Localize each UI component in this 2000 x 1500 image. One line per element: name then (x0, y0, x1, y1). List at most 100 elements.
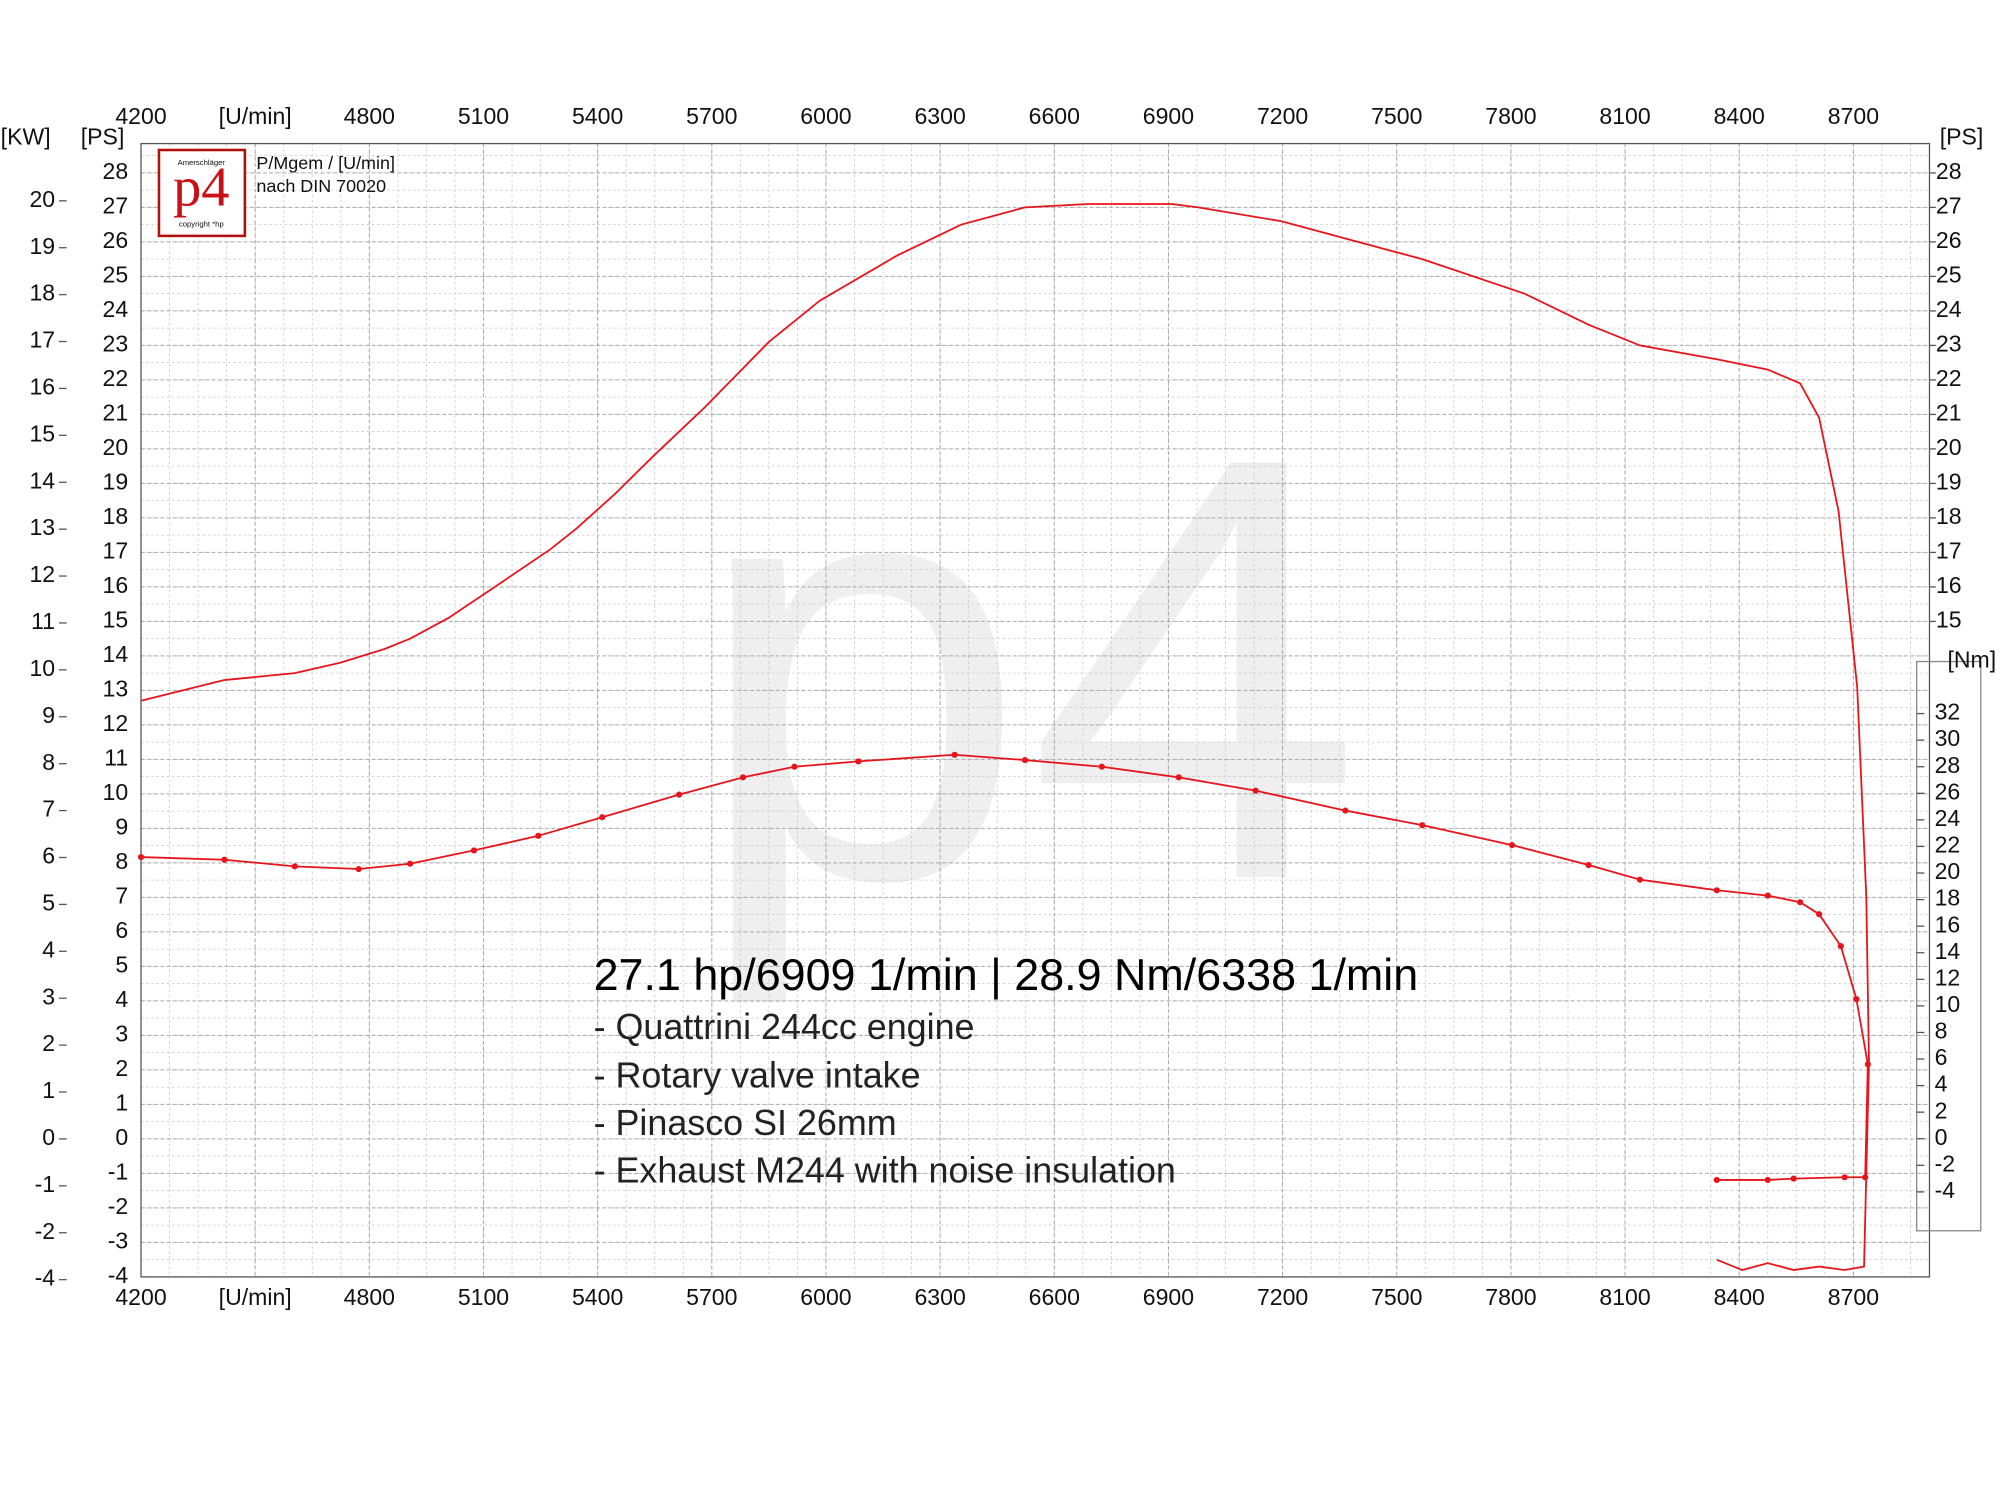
y-tick-label: 4 (115, 986, 128, 1012)
marker (1713, 887, 1720, 894)
kw-tick-label: 14 (29, 467, 55, 493)
y-tick-label: 28 (103, 158, 129, 184)
y2-tick-label: 16 (1935, 911, 1961, 937)
x-tick-label-top: 7500 (1371, 103, 1422, 129)
y-tick-label: 23 (103, 331, 129, 357)
y-tick-label: 15 (103, 607, 129, 633)
y-tick-label: 6 (115, 917, 128, 943)
y-tick-label-right: 20 (1936, 434, 1962, 460)
y2-axis-label: [Nm] (1947, 647, 1996, 673)
x-tick-label: 5100 (458, 1284, 509, 1310)
logo-text: p4 (173, 156, 229, 218)
y2-tick-label: 20 (1935, 858, 1961, 884)
kw-tick-label: 2 (42, 1030, 55, 1056)
x-tick-label: [U/min] (219, 1284, 292, 1310)
x-tick-label: 6600 (1029, 1284, 1080, 1310)
kw-tick-label: 16 (29, 374, 55, 400)
x-tick-label-top: 6900 (1143, 103, 1194, 129)
x-tick-label-top: 5400 (572, 103, 623, 129)
series-line (140, 203, 1870, 1271)
y-tick-label-right: 17 (1936, 538, 1962, 564)
y-tick-label: -3 (108, 1228, 129, 1254)
x-tick-label: 8400 (1714, 1284, 1765, 1310)
watermark: p4 (692, 332, 1362, 1009)
y2-tick-label: 28 (1935, 752, 1961, 778)
kw-tick-label: 1 (42, 1077, 55, 1103)
kw-tick-label: -2 (35, 1218, 56, 1244)
note: P/Mgem / [U/min] (256, 153, 395, 173)
x-tick-label-top: 5100 (458, 103, 509, 129)
marker (137, 853, 145, 861)
marker (1862, 1174, 1869, 1181)
x-tick-label-top: 4800 (344, 103, 395, 129)
marker (535, 832, 542, 839)
x-tick-label: 8100 (1599, 1284, 1650, 1310)
y-tick-label: 19 (103, 469, 129, 495)
marker (1508, 842, 1516, 849)
kw-tick-label: 0 (42, 1124, 55, 1150)
marker (1252, 787, 1259, 794)
y2-tick-label: -4 (1935, 1177, 1956, 1203)
marker (951, 751, 958, 758)
kw-tick-label: 6 (42, 843, 55, 869)
kw-tick-label: 18 (29, 280, 55, 306)
kw-tick-label: 9 (42, 702, 55, 728)
y-tick-label-right: 27 (1936, 193, 1962, 219)
marker (676, 791, 683, 798)
y-tick-label: -2 (108, 1193, 129, 1219)
y2-tick-label: 2 (1935, 1097, 1948, 1123)
y-tick-label: 25 (103, 262, 129, 288)
y2-tick-label: 12 (1935, 964, 1961, 990)
marker (1021, 757, 1029, 764)
marker (1585, 861, 1592, 869)
y2-tick-label: 6 (1935, 1044, 1948, 1070)
x-tick-label-top: 6000 (800, 103, 851, 129)
kw-tick-label: 8 (42, 749, 55, 775)
y-tick-label-right: 28 (1936, 158, 1962, 184)
x-tick-label: 5400 (572, 1284, 623, 1310)
y-tick-label-right: 21 (1936, 400, 1962, 426)
y-tick-label-right: 24 (1936, 296, 1962, 322)
marker (1841, 1174, 1848, 1181)
y2-tick-label: 30 (1935, 725, 1961, 751)
marker (855, 758, 862, 765)
kw-tick-label: 11 (31, 608, 55, 634)
curves (137, 203, 1871, 1271)
annotation: - Exhaust M244 with noise insulation (594, 1151, 1176, 1191)
kw-tick-label: -1 (35, 1171, 56, 1197)
x-tick-label-top: 5700 (686, 103, 737, 129)
kw-tick-label: 4 (42, 936, 55, 962)
marker (1419, 822, 1426, 829)
y-tick-label: 18 (103, 503, 129, 529)
kw-tick-label: 17 (29, 327, 55, 353)
kw-tick-label: 7 (42, 796, 55, 822)
y-tick-label: 10 (103, 779, 129, 805)
marker (221, 856, 228, 863)
x-tick-label-top: 8100 (1599, 103, 1650, 129)
y2-tick-label: 0 (1935, 1124, 1948, 1150)
y-tick-label-right: 26 (1936, 227, 1962, 253)
x-tick-label: 6900 (1143, 1284, 1194, 1310)
kw-tick-label: 3 (42, 983, 55, 1009)
marker (1175, 774, 1182, 781)
y-tick-label: 5 (115, 952, 128, 978)
x-tick-label: 4200 (115, 1284, 166, 1310)
y-tick-label: -4 (108, 1262, 129, 1288)
marker (791, 763, 798, 770)
y-tick-label: 1 (115, 1090, 128, 1116)
y-tick-label: 0 (115, 1124, 128, 1150)
y2-tick-label: 32 (1935, 699, 1961, 725)
marker (1853, 996, 1860, 1003)
x-tick-label-top: 8400 (1714, 103, 1765, 129)
marker (1864, 1061, 1871, 1068)
marker (470, 847, 478, 854)
y2-tick-label: 8 (1935, 1018, 1948, 1044)
y-tick-label: 26 (103, 227, 129, 253)
y-tick-label-right: 18 (1936, 503, 1962, 529)
y-tick-label-right: 25 (1936, 262, 1962, 288)
logo-box (157, 148, 247, 238)
x-tick-label: 7800 (1485, 1284, 1536, 1310)
y2-tick-label: 26 (1935, 778, 1961, 804)
